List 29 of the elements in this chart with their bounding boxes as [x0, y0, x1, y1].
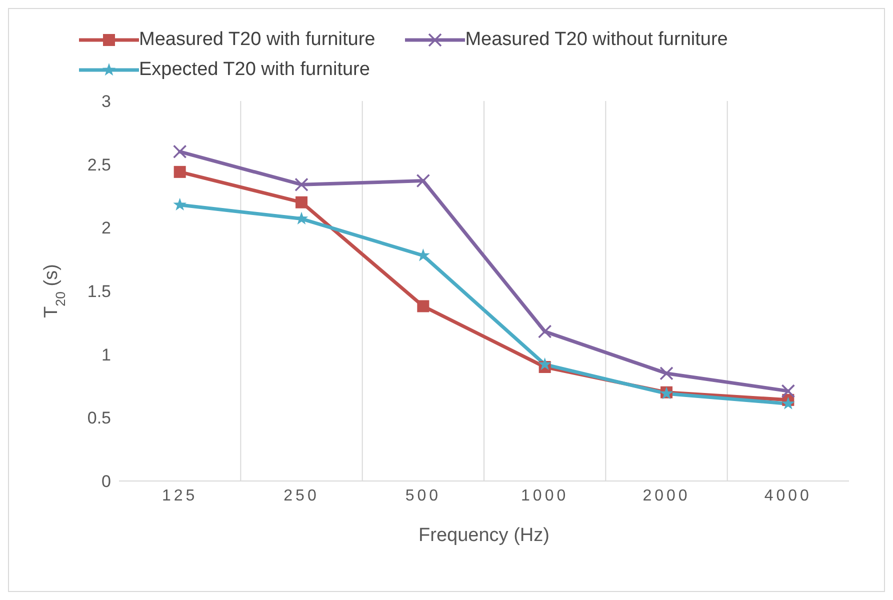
point — [174, 166, 186, 178]
y-tick-label: 1.5 — [87, 282, 111, 302]
legend-label: Measured T20 without furniture — [465, 29, 728, 51]
x-axis-title: Frequency (Hz) — [418, 525, 550, 546]
point — [294, 178, 308, 192]
point — [660, 366, 674, 380]
legend-label: Measured T20 with furniture — [139, 29, 376, 51]
point — [538, 324, 552, 338]
point — [781, 384, 796, 398]
point — [173, 198, 186, 211]
y-tick-label: 3 — [102, 92, 111, 112]
point — [782, 396, 795, 410]
x-tick-label: 500 — [405, 487, 442, 504]
y-tick-label: 0.5 — [87, 408, 111, 428]
y-tick-label: 1 — [102, 345, 111, 364]
x-tick-label: 250 — [284, 487, 320, 504]
y-tick-label: 2.5 — [87, 155, 111, 174]
point — [417, 300, 430, 312]
point — [416, 174, 430, 188]
x-tick-label: 125 — [162, 487, 198, 504]
y-tick-label: 0 — [102, 472, 111, 492]
y-tick-label: 2 — [102, 218, 111, 238]
point — [172, 144, 187, 159]
point — [538, 357, 552, 370]
x-tick-label: 1000 — [521, 487, 569, 504]
legend-label: Expected T20 with furniture — [139, 59, 370, 81]
x-tick-label: 2000 — [642, 487, 690, 504]
x-tick-label: 4000 — [764, 487, 812, 504]
point — [296, 196, 308, 208]
